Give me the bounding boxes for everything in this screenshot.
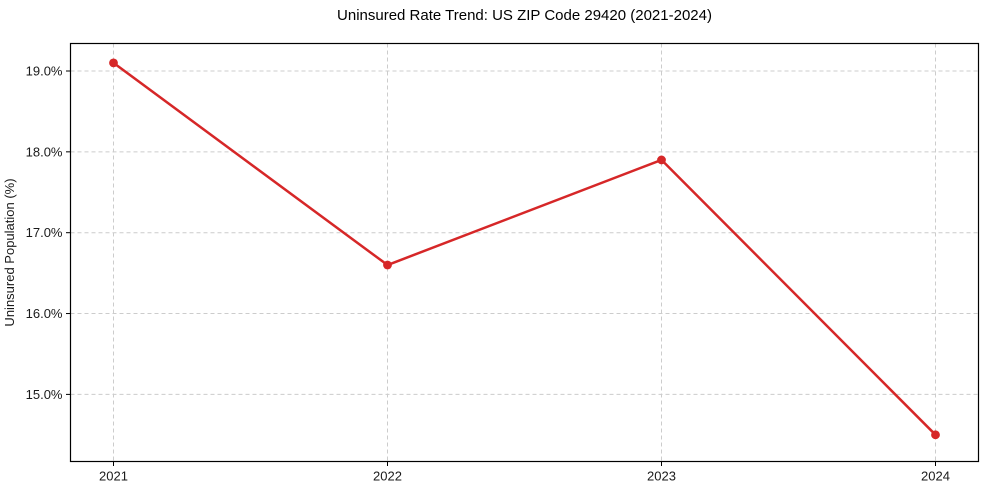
y-tick-label: 17.0% [26,225,63,240]
x-tick-label: 2022 [373,469,402,484]
data-point-marker [657,155,666,165]
data-point-marker [383,260,392,270]
y-tick-label: 19.0% [26,63,63,78]
trend-line [112,61,937,437]
plot-border [69,42,980,463]
data-point-marker [109,58,118,68]
chart-title: Uninsured Rate Trend: US ZIP Code 29420 … [337,7,712,24]
x-tick-label: 2024 [921,469,950,484]
plot-area: 15.0% 16.0% 17.0% 18.0% 19.0% 2021 2022 2023 202… [26,42,980,484]
x-tick-label: 2021 [99,469,128,484]
x-tick-label: 2023 [647,469,676,484]
data-point-marker [931,430,940,440]
y-axis-label: Uninsured Population (%) [2,178,17,326]
y-tick-label: 15.0% [26,387,63,402]
y-tick-label: 16.0% [26,306,63,321]
y-tick-label: 18.0% [26,144,63,159]
